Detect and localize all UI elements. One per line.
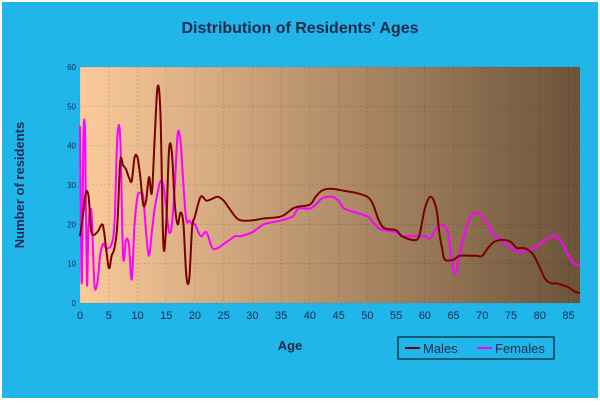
y-tick-label: 10 [67, 260, 76, 269]
x-tick-label: 30 [246, 310, 258, 322]
y-tick-label: 40 [67, 142, 76, 151]
series-line-females [79, 118, 581, 291]
x-tick-label: 60 [419, 310, 431, 322]
x-tick-label: 35 [275, 310, 287, 322]
series-line-males [79, 84, 581, 295]
y-axis-ticks: 0 10 20 30 40 50 60 [67, 63, 76, 308]
x-tick-label: 70 [476, 310, 488, 322]
legend-label-males: Males [423, 341, 458, 356]
y-tick-label: 60 [67, 63, 76, 72]
legend-box [397, 336, 555, 360]
x-axis-ticks: 0 5 10 15 20 25 30 35 40 45 50 55 60 65 70 75 80 85 [77, 310, 575, 322]
x-tick-label: 55 [390, 310, 402, 322]
x-tick-label: 75 [505, 310, 517, 322]
x-tick-label: 10 [131, 310, 143, 322]
x-axis-label: Age [278, 338, 303, 353]
x-tick-label: 45 [332, 310, 344, 322]
x-tick-label: 5 [106, 310, 112, 322]
x-tick-label: 80 [534, 310, 546, 322]
x-tick-label: 40 [304, 310, 316, 322]
x-tick-label: 0 [77, 310, 83, 322]
x-tick-label: 65 [447, 310, 459, 322]
x-tick-label: 25 [218, 310, 230, 322]
legend: Males Females [397, 336, 555, 360]
y-axis-label: Number of residents [12, 122, 27, 248]
y-tick-label: 30 [67, 181, 76, 190]
y-tick-label: 20 [67, 220, 76, 229]
y-tick-label: 0 [72, 299, 77, 308]
legend-label-females: Females [495, 341, 545, 356]
x-tick-label: 50 [361, 310, 373, 322]
x-tick-label: 85 [562, 310, 574, 322]
x-tick-label: 15 [160, 310, 172, 322]
y-tick-label: 50 [67, 102, 76, 111]
chart-title: Distribution of Residents' Ages [181, 20, 418, 37]
series-lines [79, 84, 581, 295]
x-tick-label: 20 [189, 310, 201, 322]
gridlines [79, 66, 580, 304]
